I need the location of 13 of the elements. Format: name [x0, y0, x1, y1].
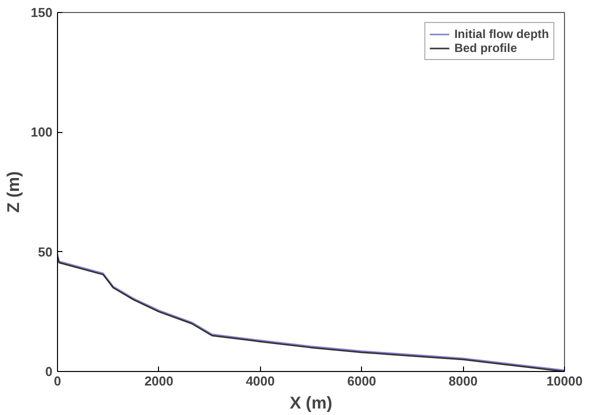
- y-tick-label: 0: [45, 364, 53, 379]
- x-tick-label: 10000: [546, 374, 583, 388]
- y-tick-label: 100: [30, 124, 53, 140]
- x-tick-label: 6000: [347, 374, 376, 388]
- x-tick-label: 4000: [246, 374, 275, 388]
- y-tick-label: 150: [30, 5, 53, 20]
- legend-label: Bed profile: [454, 41, 517, 55]
- x-tick-label: 2000: [144, 374, 174, 388]
- x-tick-label: 8000: [448, 374, 478, 388]
- y-tick-label: 50: [38, 244, 53, 260]
- y-axis-title: Z (m): [4, 171, 23, 213]
- x-axis-title: X (m): [290, 394, 332, 412]
- legend-label: Initial flow depth: [454, 27, 549, 41]
